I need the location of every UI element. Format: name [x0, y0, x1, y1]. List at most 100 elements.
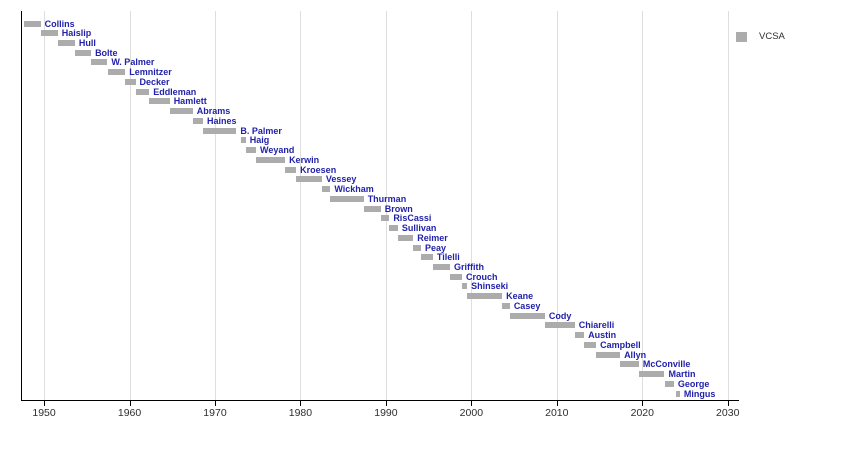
x-axis-tick: [727, 401, 729, 406]
legend-swatch: [736, 31, 747, 42]
tenure-name-label: Bolte: [95, 47, 118, 58]
tenure-name-label: Abrams: [196, 106, 231, 117]
tenure-bar: [296, 176, 322, 183]
tenure-bar: [432, 264, 450, 270]
tenure-bar: [330, 195, 364, 202]
decade-gridline: [642, 11, 644, 400]
tenure-name-label: Reimer: [417, 232, 448, 243]
tenure-bar: [136, 88, 150, 95]
tenure-name-label: Brown: [384, 203, 413, 214]
tenure-name-label: B. Palmer: [240, 125, 282, 136]
tenure-name-label: Weyand: [260, 145, 295, 156]
x-tick-label: 2030: [716, 407, 740, 419]
tenure-bar: [125, 78, 136, 85]
y-axis-line: [21, 11, 23, 401]
decade-gridline: [214, 11, 216, 400]
tenure-name-label: W. Palmer: [111, 57, 155, 68]
x-tick-label: 1960: [117, 407, 142, 419]
tenure-name-label: Kroesen: [300, 164, 337, 175]
tenure-bar: [108, 69, 126, 76]
tenure-bar: [544, 322, 575, 329]
tenure-name-label: Keane: [506, 291, 534, 302]
tenure-name-label: Griffith: [454, 262, 484, 272]
legend: VCSA: [736, 31, 785, 42]
tenure-bar: [256, 156, 286, 163]
tenure-name-label: Collins: [44, 18, 75, 29]
tenure-bar: [285, 166, 297, 173]
tenure-name-label: RisCassi: [393, 213, 432, 224]
x-tick-label: 1990: [374, 407, 398, 419]
tenure-bar: [74, 49, 92, 56]
tenure-bar: [245, 147, 256, 154]
x-tick-label: 1970: [203, 407, 227, 419]
tenure-name-label: Haines: [207, 115, 237, 126]
tenure-bar: [321, 186, 331, 193]
tenure-bar: [420, 254, 433, 261]
tenure-name-label: Martin: [668, 369, 696, 380]
tenure-name-label: Allyn: [624, 349, 647, 360]
x-axis-tick: [300, 401, 302, 406]
decade-gridline: [129, 11, 131, 400]
x-axis-tick: [214, 401, 216, 406]
tenure-name-label: George: [677, 378, 710, 389]
x-axis-tick: [129, 401, 131, 406]
tenure-bar: [397, 234, 414, 241]
tenure-name-label: Hamlett: [173, 96, 207, 107]
tenure-name-label: Haig: [249, 135, 270, 146]
decade-gridline: [556, 11, 558, 400]
x-axis-tick: [556, 401, 558, 406]
tenure-name-label: Kerwin: [289, 154, 320, 165]
decade-gridline: [44, 11, 46, 400]
tenure-bar: [91, 59, 108, 66]
x-tick-label: 1950: [32, 407, 56, 419]
tenure-name-label: Wickham: [334, 184, 374, 195]
x-axis-tick: [471, 401, 473, 406]
decade-gridline: [385, 11, 387, 400]
tenure-bar: [149, 98, 170, 105]
tenure-name-label: Vessey: [325, 174, 357, 185]
tenure-name-label: Hull: [78, 37, 96, 48]
tenure-bar: [57, 39, 75, 46]
tenure-name-label: Tilelli: [436, 252, 460, 263]
tenure-name-label: Decker: [139, 76, 170, 87]
tenure-bar: [389, 225, 398, 232]
x-axis-line: [21, 400, 739, 402]
tenure-name-label: Mingus: [683, 388, 716, 399]
tenure-name-label: Crouch: [465, 271, 498, 282]
tenure-bar: [450, 273, 462, 280]
tenure-bar: [467, 293, 503, 300]
tenure-bar: [24, 20, 41, 27]
tenure-bar: [40, 30, 58, 37]
tenure-bar: [363, 205, 381, 212]
tenure-bar: [192, 117, 204, 124]
tenure-name-label: Shinseki: [471, 281, 509, 292]
tenure-name-label: Sullivan: [401, 223, 437, 234]
tenure-name-label: Haislip: [61, 28, 92, 39]
tenure-bar: [509, 312, 545, 319]
tenure-name-label: Lemnitzer: [129, 67, 172, 78]
x-tick-label: 2010: [545, 407, 569, 419]
tenure-name-label: Cody: [548, 310, 572, 321]
tenure-name-label: McConville: [642, 359, 691, 370]
tenure-bar: [584, 341, 597, 348]
x-axis-tick: [642, 401, 644, 406]
x-tick-label: 1980: [288, 407, 313, 419]
tenure-bar: [203, 127, 237, 134]
tenure-bar: [169, 108, 193, 115]
tenure-bar: [574, 332, 585, 339]
decade-gridline: [727, 11, 729, 400]
tenure-bar: [413, 244, 421, 251]
tenure-bar: [676, 390, 680, 397]
tenure-bar: [664, 380, 674, 387]
tenure-bar: [240, 137, 246, 144]
tenure-name-label: Casey: [513, 300, 541, 311]
tenure-bar: [620, 361, 639, 368]
tenure-name-label: Austin: [588, 330, 617, 341]
tenure-bar: [596, 351, 621, 358]
tenure-bar: [461, 283, 468, 290]
tenure-name-label: Campbell: [600, 339, 641, 350]
tenure-name-label: Peay: [424, 242, 446, 253]
decade-gridline: [471, 11, 473, 400]
